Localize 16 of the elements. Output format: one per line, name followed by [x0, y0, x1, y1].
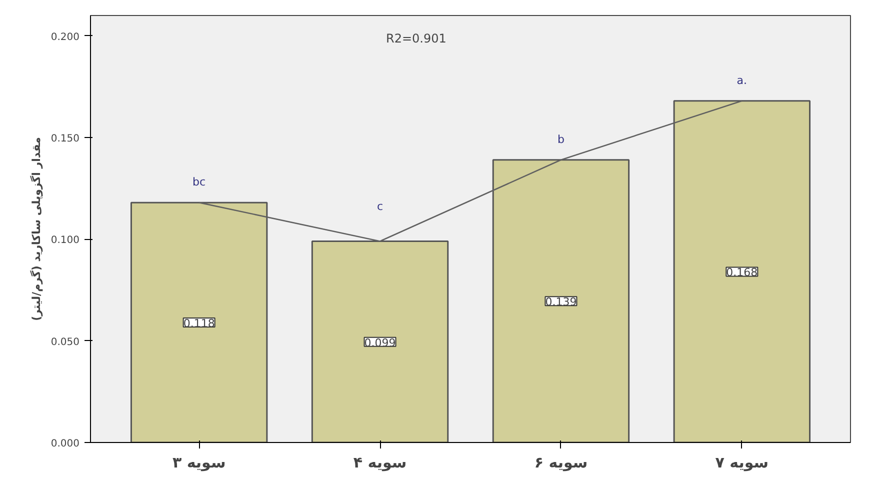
y-tick-label: 0.150 [50, 134, 80, 144]
x-tick-label: سویه ۶ [534, 454, 588, 472]
y-tick-label: 0.100 [50, 235, 80, 246]
annotation: b [557, 132, 564, 146]
annotation: bc [192, 176, 206, 189]
y-axis-title: مقدار اگزوپلی ساکارید (گرم/لیتر) [30, 137, 43, 321]
annotation: R2=0.901 [386, 32, 446, 46]
y-tick-label: 0.200 [50, 32, 80, 43]
y-tick-label: 0.050 [50, 336, 80, 348]
x-tick-label: سویه ۴ [353, 454, 407, 472]
y-tick-label: 0.000 [50, 438, 80, 450]
annotation: a. [736, 74, 748, 87]
annotation: c [377, 200, 384, 214]
x-tick-label: سویه ۳ [172, 454, 226, 472]
data-label: 0.099 [364, 336, 396, 350]
x-tick-label: سویه ۷ [715, 454, 769, 472]
